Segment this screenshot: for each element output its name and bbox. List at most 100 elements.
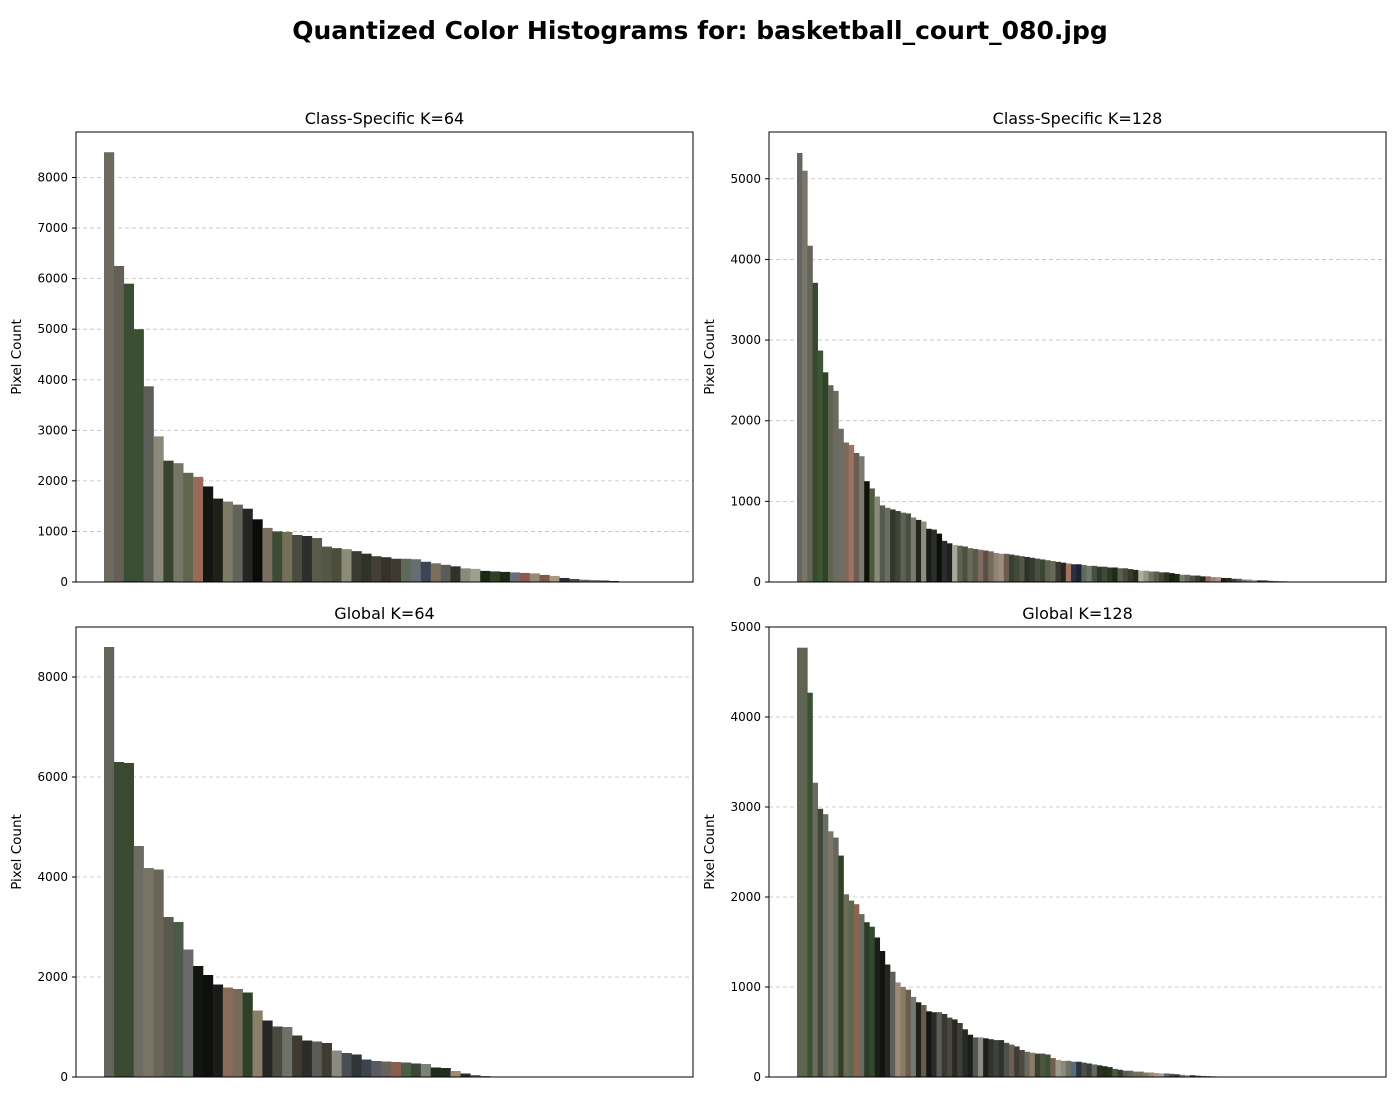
bar <box>1014 1046 1020 1077</box>
bar <box>430 563 441 582</box>
bar <box>859 456 865 582</box>
bar <box>1236 578 1242 582</box>
bar <box>817 350 824 582</box>
bar <box>183 472 194 582</box>
bar <box>311 538 323 582</box>
bar <box>900 512 906 582</box>
y-tick-label: 2000 <box>37 970 68 984</box>
bar <box>1179 574 1186 582</box>
bar <box>977 1037 984 1077</box>
chart-svg: Global K=128 0 1000 2000 3000 4000 5000 Pixel C… <box>702 604 1387 1084</box>
bar <box>519 572 530 582</box>
bar <box>1143 1072 1149 1077</box>
bar <box>1112 1068 1118 1077</box>
bar <box>962 546 968 582</box>
axes-frame <box>768 626 1387 1078</box>
bar <box>921 1005 927 1077</box>
bar <box>341 549 352 582</box>
bar <box>993 552 999 582</box>
bar <box>420 1064 431 1077</box>
bar <box>381 557 392 582</box>
bar <box>1174 573 1180 582</box>
bar <box>1060 1060 1067 1077</box>
bar <box>1019 1050 1025 1077</box>
bar <box>222 987 233 1077</box>
bar <box>802 170 808 582</box>
bar <box>962 1029 968 1077</box>
bar <box>1174 1074 1180 1077</box>
bar <box>843 894 849 1077</box>
bar <box>500 571 511 582</box>
bar <box>341 1053 352 1077</box>
bar <box>859 914 865 1077</box>
bar <box>864 481 870 582</box>
bar <box>838 855 844 1077</box>
chart-title: Class-Specific K=64 <box>305 109 464 128</box>
bar <box>272 531 283 582</box>
bar <box>183 949 194 1077</box>
bar <box>915 1002 922 1077</box>
bar <box>1241 579 1248 582</box>
bar <box>104 647 115 1077</box>
y-tick-label: 4000 <box>730 252 761 266</box>
bar <box>193 966 204 1077</box>
bar <box>822 814 829 1077</box>
y-tick-label: 6000 <box>37 272 68 286</box>
bar <box>371 1061 382 1077</box>
bar <box>1184 574 1191 582</box>
bar <box>1138 570 1144 582</box>
y-tick-label: 1000 <box>37 524 68 538</box>
bar <box>331 548 342 582</box>
bar <box>143 386 154 582</box>
bar <box>599 580 610 582</box>
bar <box>853 904 860 1077</box>
bar <box>410 559 422 582</box>
bar <box>1081 1062 1087 1077</box>
bar <box>203 975 214 1077</box>
bar <box>153 869 164 1077</box>
bar <box>163 917 174 1077</box>
y-tick-label: 0 <box>753 575 761 589</box>
bar <box>869 488 875 582</box>
bar <box>113 762 125 1077</box>
bar <box>133 329 144 582</box>
bar <box>1045 1054 1051 1077</box>
bar <box>1200 1075 1206 1077</box>
bar <box>957 1023 963 1077</box>
bar <box>262 1020 273 1077</box>
bar <box>1138 1071 1144 1077</box>
bar <box>1117 568 1124 582</box>
bar <box>1071 564 1077 582</box>
bar <box>1112 567 1118 582</box>
y-axis-label: Pixel Count <box>9 814 25 890</box>
bar <box>828 831 834 1077</box>
bar <box>569 578 580 582</box>
bar <box>807 692 813 1077</box>
bar <box>212 498 224 582</box>
bar <box>972 548 979 582</box>
bar <box>1008 554 1015 582</box>
bar <box>946 543 953 582</box>
bar <box>931 1012 937 1077</box>
y-tick-label: 2000 <box>730 890 761 904</box>
bar <box>1102 1066 1108 1077</box>
bar <box>936 1012 943 1077</box>
bar <box>232 989 243 1077</box>
bar <box>900 987 906 1077</box>
bar <box>1251 579 1258 582</box>
bar <box>1071 1061 1077 1077</box>
figure-title: Quantized Color Histograms for: basketba… <box>292 16 1108 45</box>
bar <box>212 984 224 1077</box>
bar <box>879 505 886 582</box>
bar <box>926 528 932 582</box>
bar <box>807 245 813 583</box>
bar <box>957 545 963 582</box>
y-tick-label: 4000 <box>730 710 761 724</box>
bar <box>988 1039 994 1077</box>
bar <box>113 265 125 582</box>
y-tick-label: 3000 <box>730 800 761 814</box>
bar <box>430 1067 441 1077</box>
bar <box>1117 1069 1124 1077</box>
bar <box>1267 580 1273 582</box>
bar <box>915 519 922 582</box>
